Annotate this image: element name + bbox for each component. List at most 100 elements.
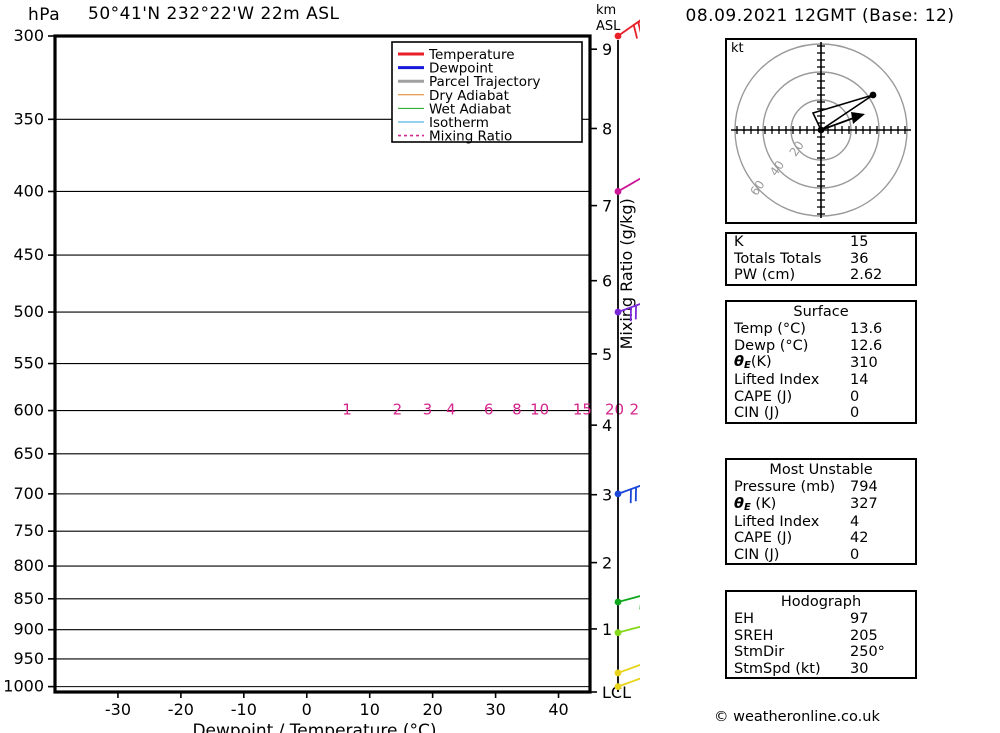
table-row: Totals Totals 36 bbox=[727, 251, 915, 268]
wind-barb bbox=[614, 484, 640, 504]
height-unit-label-2: ASL bbox=[596, 19, 621, 34]
table-row: Dewp (°C) 12.6 bbox=[727, 338, 915, 355]
mixing-ratio-label: 6 bbox=[484, 401, 494, 419]
wind-barb bbox=[614, 625, 640, 637]
table-indices: K 15 Totals Totals 36 PW (cm) 2.62 bbox=[725, 232, 917, 286]
table-title: Most Unstable bbox=[769, 462, 873, 478]
height-tick-label: 3 bbox=[602, 486, 612, 505]
legend-label: Isotherm bbox=[429, 115, 489, 131]
row-value: 15 bbox=[850, 234, 869, 250]
row-value: 250° bbox=[850, 644, 885, 660]
legend-box bbox=[391, 41, 583, 143]
skewt-panel: hPa 50°41'N 232°22'W 22m ASL km ASL 300 3… bbox=[3, 3, 640, 733]
row-key: K bbox=[734, 234, 744, 250]
pressure-tick-label: 550 bbox=[13, 354, 44, 373]
row-key: CIN (J) bbox=[734, 405, 780, 421]
row-key: Totals Totals bbox=[734, 250, 822, 267]
pressure-tick-label: 400 bbox=[13, 181, 44, 200]
height-tick-label: 6 bbox=[602, 272, 612, 291]
row-value: 310 bbox=[850, 354, 878, 371]
hodograph-panel: 20 40 60 kt bbox=[725, 38, 917, 224]
page-title: 50°41'N 232°22'W 22m ASL bbox=[88, 4, 340, 24]
wind-barb bbox=[614, 177, 640, 195]
legend-label: Dewpoint bbox=[429, 61, 493, 77]
pressure-tick-label: 450 bbox=[13, 245, 44, 264]
mixing-ratio-label: 1 bbox=[342, 401, 352, 419]
wind-barb bbox=[614, 303, 640, 322]
height-tick-label: 8 bbox=[602, 119, 612, 138]
mixing-ratio-label: 25 bbox=[630, 401, 640, 419]
row-value: 0 bbox=[850, 405, 860, 421]
row-value: 327 bbox=[850, 496, 878, 513]
pressure-tick-label: 1000 bbox=[3, 677, 44, 696]
legend-label: Dry Adiabat bbox=[429, 88, 509, 104]
pressure-tick-label: 900 bbox=[13, 620, 44, 639]
table-row: StmDir 250° bbox=[727, 644, 915, 661]
table-surface: Surface Temp (°C) 13.6 Dewp (°C) 12.6 θE(K) 31… bbox=[725, 300, 917, 424]
pressure-unit-label: hPa bbox=[28, 5, 61, 25]
table-row: Lifted Index 14 bbox=[727, 372, 915, 389]
table-row: PW (cm) 2.62 bbox=[727, 267, 915, 284]
legend-label: Wet Adiabat bbox=[429, 101, 511, 117]
mixing-ratio-label: 15 bbox=[573, 401, 592, 419]
height-tick-label: 7 bbox=[602, 197, 612, 216]
pressure-tick-label: 300 bbox=[13, 26, 44, 45]
pressure-tick-label: 700 bbox=[13, 484, 44, 503]
temperature-tick-label: -20 bbox=[168, 700, 194, 719]
row-value: 794 bbox=[850, 479, 878, 495]
table-title: Hodograph bbox=[780, 594, 862, 610]
pressure-tick-label: 750 bbox=[13, 521, 44, 540]
height-tick-label: 9 bbox=[602, 40, 612, 59]
row-key: Pressure (mb) bbox=[734, 479, 836, 495]
table-row: K 15 bbox=[727, 234, 915, 251]
wind-barb bbox=[614, 19, 640, 40]
pressure-tick-label: 800 bbox=[13, 556, 44, 575]
x-axis-label: Dewpoint / Temperature (°C) bbox=[192, 721, 436, 733]
temperature-tick-label: 20 bbox=[422, 700, 442, 719]
legend-label: Parcel Trajectory bbox=[429, 74, 541, 90]
hodograph-trace bbox=[811, 94, 874, 132]
table-hodograph-stats: Hodograph EH 97 SREH 205 StmDir 250° StmSpd (kt… bbox=[725, 590, 917, 679]
mixing-ratio-axis-label: Mixing Ratio (g/kg) bbox=[617, 198, 636, 349]
table-row: CIN (J) 0 bbox=[727, 405, 915, 422]
pressure-tick-label: 500 bbox=[13, 302, 44, 321]
pressure-tick-label: 950 bbox=[13, 649, 44, 668]
mixing-ratio-label: 4 bbox=[446, 401, 456, 419]
row-key: Lifted Index bbox=[734, 372, 820, 388]
storm-motion-arrowhead bbox=[851, 112, 865, 124]
table-row: CAPE (J) 0 bbox=[727, 389, 915, 406]
row-key: PW (cm) bbox=[734, 267, 796, 283]
row-value: 36 bbox=[850, 250, 869, 267]
table-row: Pressure (mb) 794 bbox=[727, 479, 915, 496]
row-value: 42 bbox=[850, 530, 869, 546]
temperature-tick-label: -30 bbox=[105, 700, 131, 719]
temperature-tick-label: 30 bbox=[485, 700, 505, 719]
table-title: Surface bbox=[793, 304, 849, 320]
table-row: CIN (J) 0 bbox=[727, 547, 915, 564]
mixing-ratio-label: 2 bbox=[393, 401, 403, 419]
temperature-tick-label: 0 bbox=[302, 700, 312, 719]
row-value: 4 bbox=[850, 513, 860, 530]
mixing-ratio-label: 10 bbox=[530, 401, 549, 419]
table-row: EH 97 bbox=[727, 611, 915, 628]
table-row: StmSpd (kt) 30 bbox=[727, 661, 915, 678]
height-tick-label: 2 bbox=[602, 554, 612, 573]
table-row: CAPE (J) 42 bbox=[727, 530, 915, 547]
row-key: Lifted Index bbox=[734, 513, 820, 530]
table-row: SREH 205 bbox=[727, 628, 915, 645]
mixing-ratio-label: 3 bbox=[423, 401, 433, 419]
table-row: θE (K) 327 bbox=[727, 496, 915, 514]
row-key: CIN (J) bbox=[734, 546, 780, 563]
table-row: Temp (°C) 13.6 bbox=[727, 321, 915, 338]
height-tick-label: 4 bbox=[602, 416, 612, 435]
datetime-label: 08.09.2021 12GMT (Base: 12) bbox=[685, 6, 955, 26]
height-tick-label: 5 bbox=[602, 345, 612, 364]
pressure-tick-label: 350 bbox=[13, 109, 44, 128]
row-key: θE(K) bbox=[734, 354, 772, 371]
row-key: EH bbox=[734, 611, 755, 627]
skewt-chart: 3003504004505005506006507007508008509009… bbox=[3, 19, 640, 733]
table-most-unstable: Most Unstable Pressure (mb) 794 θE (K) 327 Li… bbox=[725, 458, 917, 565]
row-key: θE (K) bbox=[734, 495, 777, 513]
row-value: 14 bbox=[850, 372, 869, 388]
